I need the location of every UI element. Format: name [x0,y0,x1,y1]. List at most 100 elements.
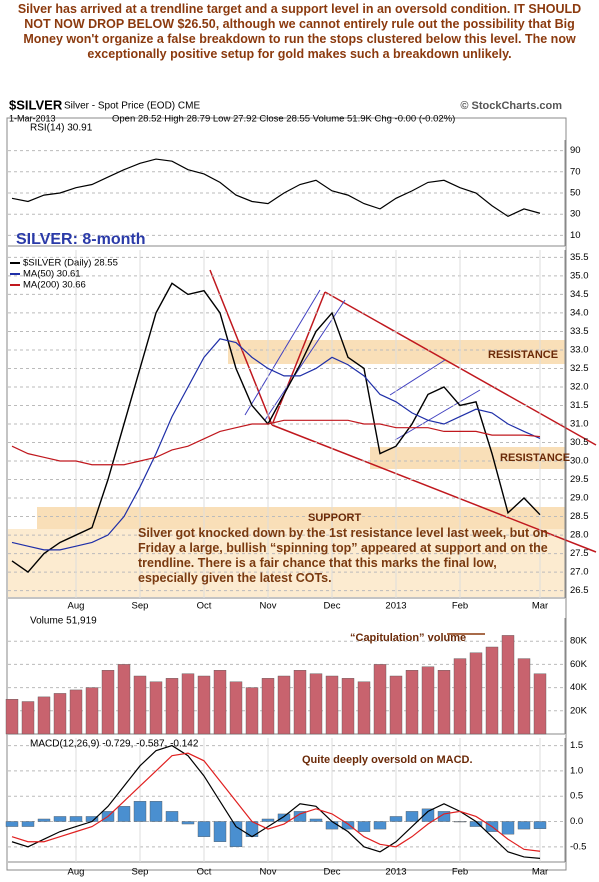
bar [197,821,211,837]
support-band [8,529,565,597]
date: 1-Mar-2013 [9,113,56,123]
source: © StockCharts.com [460,100,562,112]
resistance-band [370,447,565,469]
y-tick-label: 30.0 [570,456,589,467]
panel-title: MACD(12,26,9) -0.729, -0.587, -0.142 [30,739,199,750]
annotation: SUPPORT [308,512,361,524]
frame [6,117,567,871]
bar [469,652,483,735]
bar [437,670,451,735]
bar [421,808,435,822]
y-tick-label: 0.5 [570,791,583,802]
x-tick-label: Feb [452,867,468,878]
x-tick-label: Sep [132,867,149,878]
bar [453,821,467,823]
channel-line [394,389,481,441]
bar [261,818,275,822]
legend-entry: MA(50) 30.61 [23,269,81,280]
bar [117,664,131,735]
y-tick-label: 33.5 [570,326,589,337]
panel-title: SILVER: 8-month [16,231,145,248]
x-tick-label: Dec [324,601,341,612]
y-tick-label: -0.5 [570,841,586,852]
bar [117,806,131,822]
y-tick-label: 33.0 [570,344,589,355]
symbol: $SILVER [9,97,63,112]
bar [37,696,51,735]
bar [309,818,323,822]
bar [501,821,515,835]
bar [53,693,67,735]
bar [293,670,307,735]
y-tick-label: 30.5 [570,437,589,448]
y-tick-label: 29.5 [570,474,589,485]
x-tick-label: Oct [197,867,212,878]
bar [21,701,35,735]
bar [261,678,275,735]
y-tick-label: 34.5 [570,289,589,300]
x-tick-label: Sep [132,601,149,612]
y-tick-label: 29.0 [570,493,589,504]
bar [229,681,243,735]
bar [389,816,403,822]
y-tick-label: 80K [570,636,588,647]
y-tick-label: 60K [570,659,588,670]
trendline [271,424,597,553]
series-line [11,338,541,551]
y-tick-label: 32.0 [570,381,589,392]
x-tick-label: Dec [324,867,341,878]
channel-line [389,359,446,396]
panel-title: Volume 51,919 [30,616,97,627]
y-tick-label: 90 [570,145,581,156]
x-tick-label: Nov [260,867,277,878]
bar [501,635,515,735]
bar [485,646,499,735]
x-tick-label: Aug [68,601,85,612]
bar [229,821,243,848]
y-tick-label: 31.0 [570,419,589,430]
bar [5,821,19,827]
bar [149,801,163,822]
x-tick-label: 2013 [385,601,406,612]
bar [181,673,195,735]
x-tick-label: Mar [532,601,548,612]
y-tick-label: 32.5 [570,363,589,374]
bar [389,675,403,735]
description: Silver - Spot Price (EOD) CME [64,101,200,112]
bar [357,821,371,832]
y-tick-label: 28.0 [570,530,589,541]
legend-entry: MA(200) 30.66 [23,280,86,291]
bar [101,670,115,735]
y-tick-label: 28.5 [570,511,589,522]
legend-entry: $SILVER (Daily) 28.55 [23,258,118,269]
bar [341,678,355,735]
series-line [11,282,541,574]
bar [133,675,147,735]
support-band [37,507,565,529]
bar [213,670,227,735]
bar [69,689,83,735]
bar [453,658,467,735]
y-tick-label: 27.0 [570,567,589,578]
bar [437,811,451,822]
y-tick-label: 0.0 [570,816,583,827]
y-tick-label: 27.5 [570,548,589,559]
y-tick-label: 40K [570,682,588,693]
x-tick-label: 2013 [385,867,406,878]
trendline [271,291,326,426]
bar [181,821,195,825]
bar [293,811,307,822]
series-line [11,744,541,860]
y-tick-label: 1.0 [570,765,583,776]
bar [53,816,67,822]
bar [533,673,547,735]
bar [165,678,179,735]
bar [245,687,259,735]
y-tick-label: 31.5 [570,400,589,411]
bar [309,673,323,735]
bar [165,811,179,822]
channel-line [244,289,321,416]
y-tick-label: 30 [570,209,581,220]
x-tick-label: Aug [68,867,85,878]
